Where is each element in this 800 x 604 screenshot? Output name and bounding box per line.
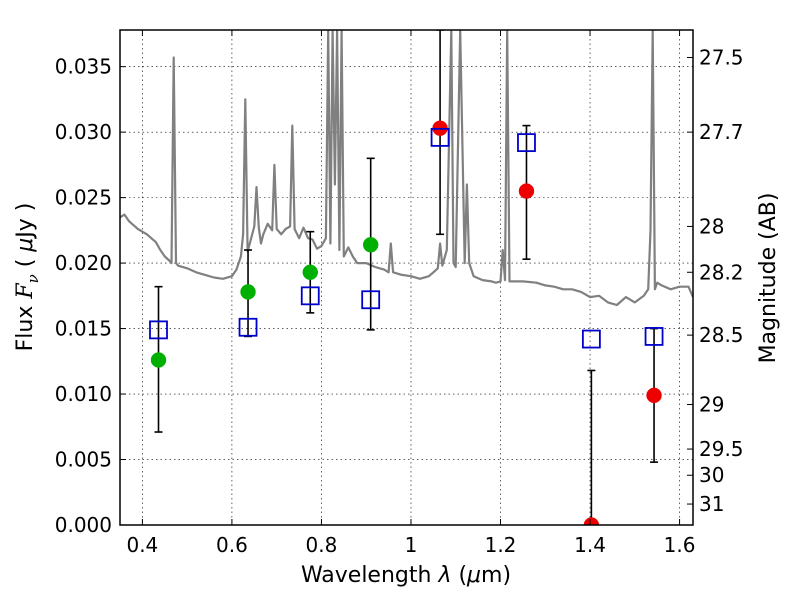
magnitude-tick-label: 30 — [699, 463, 724, 487]
y-tick-label: 0.000 — [55, 513, 112, 537]
blue-square-marker — [581, 329, 601, 349]
blue-square-marker — [238, 317, 258, 337]
blue-square-marker — [644, 327, 664, 346]
blue-square-marker — [361, 290, 381, 310]
blue-square-marker — [149, 320, 168, 340]
red-data-point — [518, 183, 535, 199]
green-data-point — [150, 352, 167, 368]
y-tick-label: 0.010 — [55, 382, 112, 406]
blue-square-marker — [430, 127, 450, 147]
spectrum-line — [120, 30, 693, 307]
magnitude-tick-label: 28.2 — [699, 260, 744, 284]
grid — [120, 30, 693, 526]
x-tick-label: 1.6 — [664, 533, 696, 557]
green-data-point — [302, 264, 319, 281]
y-tick-label: 0.025 — [55, 186, 112, 210]
x-tick-label: 1 — [405, 533, 418, 557]
magnitude-tick-label: 28 — [699, 214, 724, 238]
x-axis-label: Wavelength λ (μm) — [301, 563, 511, 588]
green-data-point — [362, 237, 379, 253]
blue-square-marker — [300, 286, 320, 306]
ticks: 0.4 0.6 0.8 1 1.2 1.4 1.6 0.000 0.005 0.010 0.015 0… — [55, 30, 744, 557]
magnitude-tick-label: 29.5 — [699, 437, 744, 461]
y2-axis-label: Magnitude (AB) — [756, 193, 781, 364]
y-tick-label: 0.015 — [55, 317, 112, 341]
green-data-point — [240, 284, 256, 300]
plot-area — [120, 30, 693, 525]
magnitude-tick-label: 31 — [699, 492, 724, 516]
y-tick-label: 0.005 — [55, 448, 112, 472]
red-data-point — [646, 387, 662, 404]
red-data-point — [583, 517, 600, 525]
x-tick-label: 1.4 — [574, 533, 606, 557]
magnitude-tick-label: 27.7 — [699, 120, 744, 144]
magnitude-tick-label: 28.5 — [699, 323, 744, 347]
y-tick-label: 0.020 — [55, 251, 112, 275]
x-tick-label: 0.8 — [306, 533, 338, 557]
blue-square-marker — [517, 133, 536, 153]
x-tick-label: 1.2 — [485, 533, 517, 557]
magnitude-tick-label: 27.5 — [699, 46, 744, 70]
y-tick-label: 0.035 — [55, 55, 112, 79]
y-tick-label: 0.030 — [55, 120, 112, 144]
plot-frame — [119, 29, 694, 526]
x-tick-label: 0.6 — [216, 533, 248, 557]
x-tick-label: 0.4 — [126, 533, 158, 557]
y-axis-label: Flux Fν ( μJy ) — [13, 203, 42, 352]
magnitude-tick-label: 29 — [699, 393, 724, 417]
